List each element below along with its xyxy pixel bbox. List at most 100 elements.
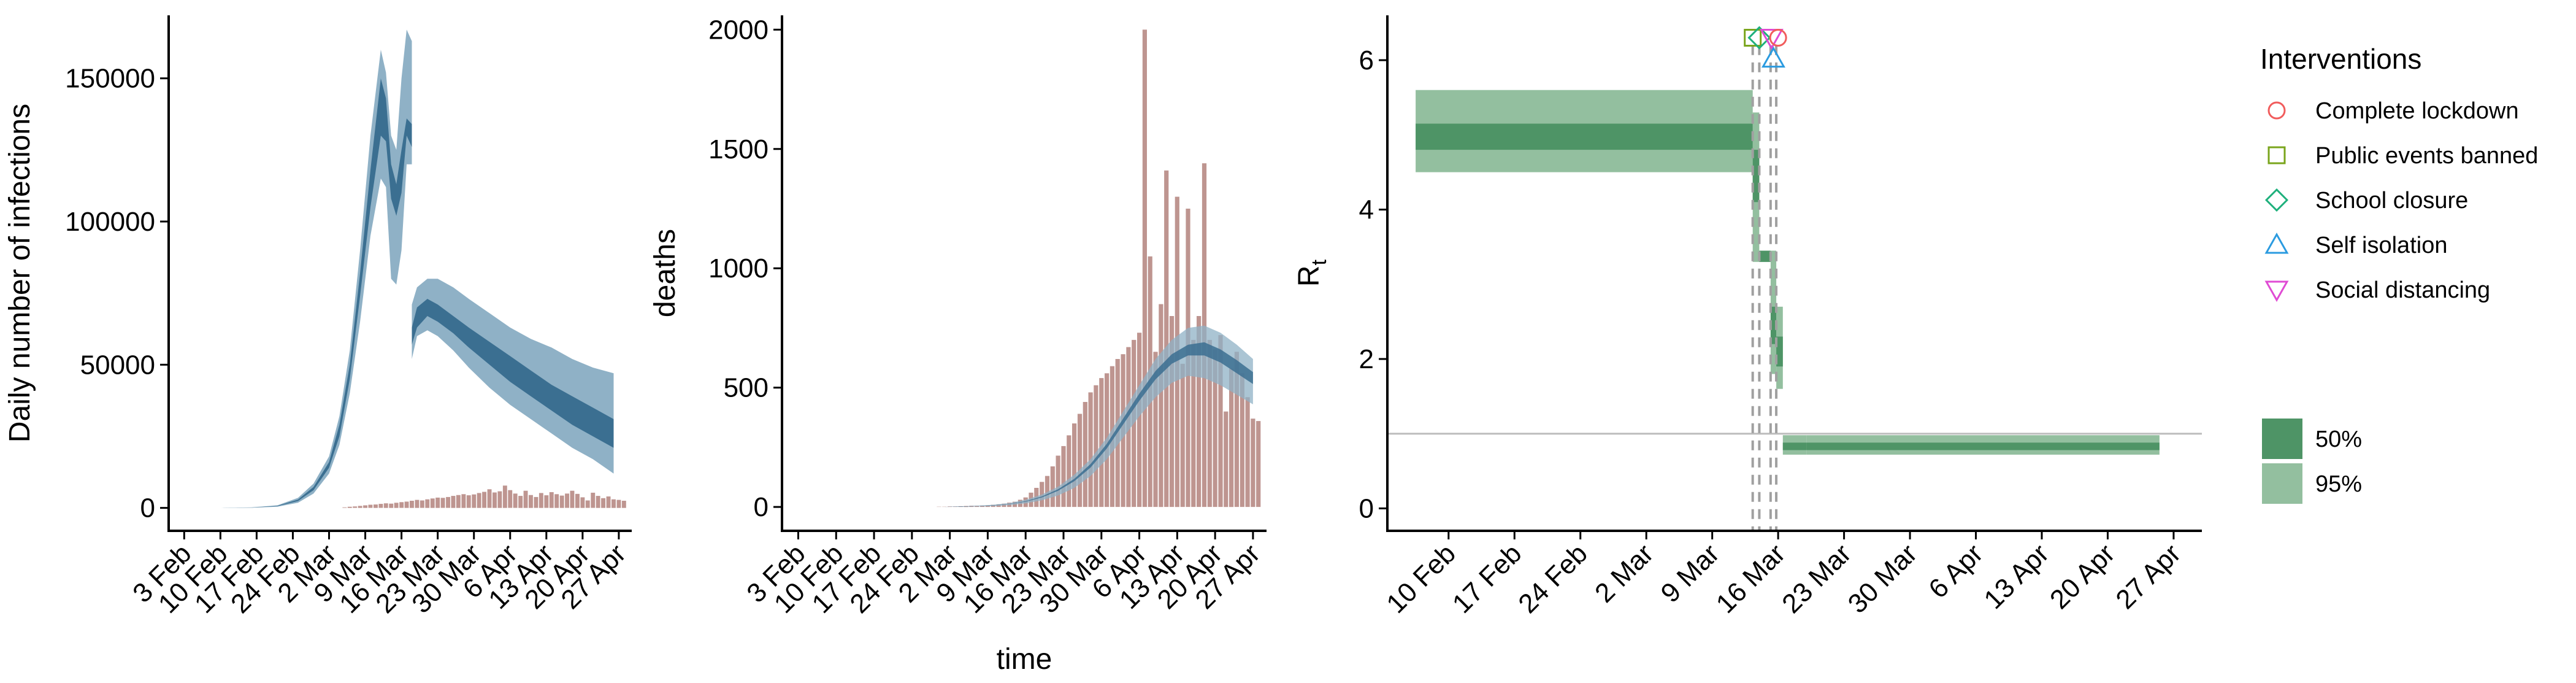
y-tick-label: 500 [724,373,769,403]
reported-cases-bar [518,496,523,508]
y-axis-title: Rt [1293,259,1331,287]
infections-band-50 [412,299,614,448]
interventions-legend: Interventions Complete lockdown Public ev… [2260,43,2538,504]
reported-cases-bar [544,495,549,508]
y-tick-label: 0 [140,493,155,523]
reported-cases-bar [435,497,440,508]
deaths-bar [1169,316,1175,507]
deaths-bar [1045,476,1050,507]
reported-cases-bar [523,490,528,508]
reported-cases-bar [440,498,445,508]
legend-item-label: Complete lockdown [2315,98,2519,124]
deaths-bar [1224,411,1229,507]
deaths-bar [1213,349,1217,507]
y-tick-label: 4 [1359,195,1374,225]
reported-cases-bar [461,494,466,508]
rt-band-50 [1759,250,1771,262]
x-tick-label: 16 Mar [1711,538,1791,619]
legend-circle-icon [2267,101,2286,120]
deaths-band-50 [944,342,1253,507]
deaths-bar [1094,385,1098,507]
deaths-bar [1251,419,1255,507]
reported-cases-bar [565,493,569,508]
reported-cases-bar [575,493,580,508]
deaths-bar [1099,378,1104,507]
reported-cases-bar [368,504,373,508]
deaths-bar [1256,421,1261,507]
x-tick-label: 2 Mar [1589,538,1659,608]
reported-cases-bar [383,503,388,508]
reported-cases-bar [394,503,399,508]
y-tick-label: 50000 [80,350,155,380]
reported-cases-bar [446,496,450,508]
deaths-bar [948,506,953,507]
reported-cases-bar [539,493,543,508]
reported-cases-bar [513,493,518,508]
y-tick-label: 150000 [65,64,155,94]
deaths-bar [1245,397,1250,507]
legend-item-label: Self isolation [2315,233,2447,258]
legend-item-label: Social distancing [2315,277,2490,303]
deaths-bar [1088,392,1093,507]
reported-cases-bar [508,490,513,508]
reported-cases-bar [549,492,554,508]
rt-band-50 [1782,442,1807,450]
reported-cases-bar [585,500,590,508]
x-tick-label: 27 Apr [2110,538,2187,615]
deaths-bar [1050,466,1055,507]
reported-cases-bar [378,504,383,508]
y-tick-label: 1000 [708,253,769,284]
deaths-bar [1137,333,1142,507]
reported-cases-bar [420,500,424,508]
reported-cases-bar [611,499,616,508]
deaths-bar [1061,446,1066,507]
x-axis-title: time [997,643,1052,676]
legend-band-label: 50% [2315,426,2362,452]
y-tick-label: 1500 [708,134,769,164]
reported-cases-bar [493,492,497,508]
legend-item-label: Public events banned [2315,143,2538,169]
x-tick-label: 10 Feb [1381,538,1462,619]
deaths-bar [1067,435,1071,507]
y-axis-title-main: R [1293,265,1325,287]
deaths-bar [1077,414,1083,507]
reported-cases-bar [580,497,585,508]
legend-item-label: School closure [2315,188,2468,214]
reported-cases-bar [529,495,533,508]
x-tick-label: 17 Feb [1447,538,1528,619]
reported-cases-bar [389,503,394,508]
y-tick-label: 0 [1359,493,1374,523]
reported-cases-bar [472,494,477,508]
deaths-bar [1153,352,1158,507]
x-tick-label: 30 Mar [1842,538,1923,619]
legend-band-items: 50% 95% [2262,419,2362,504]
rt-band-50 [1752,150,1760,203]
x-tick-label: 24 Feb [1512,538,1593,619]
rt-band-50 [1776,336,1783,367]
reported-cases-bar [477,493,481,508]
legend-diamond-icon [2264,188,2289,212]
reported-cases-bar [534,496,539,508]
deaths-bar [1229,368,1234,507]
reported-cases-bar [374,504,378,508]
reported-cases-bar [487,489,492,508]
legend-title: Interventions [2260,43,2421,75]
reported-cases-bar [497,491,502,508]
x-tick-label: 23 Mar [1776,538,1857,619]
deaths-bar [1056,455,1060,507]
reported-cases-bar [430,498,435,508]
legend-square-icon [2267,146,2286,164]
reported-cases-bar [363,505,367,508]
reported-cases-bar [621,501,626,508]
legend-triangle-up-icon [2264,233,2289,254]
reported-cases-bar [353,506,358,508]
legend-band-label: 95% [2315,471,2362,497]
reported-cases-bar [451,496,456,508]
legend-band-swatch [2262,463,2302,504]
deaths-bar [1083,402,1087,507]
reported-cases-bar [358,506,362,508]
reported-cases-bar [606,496,611,508]
